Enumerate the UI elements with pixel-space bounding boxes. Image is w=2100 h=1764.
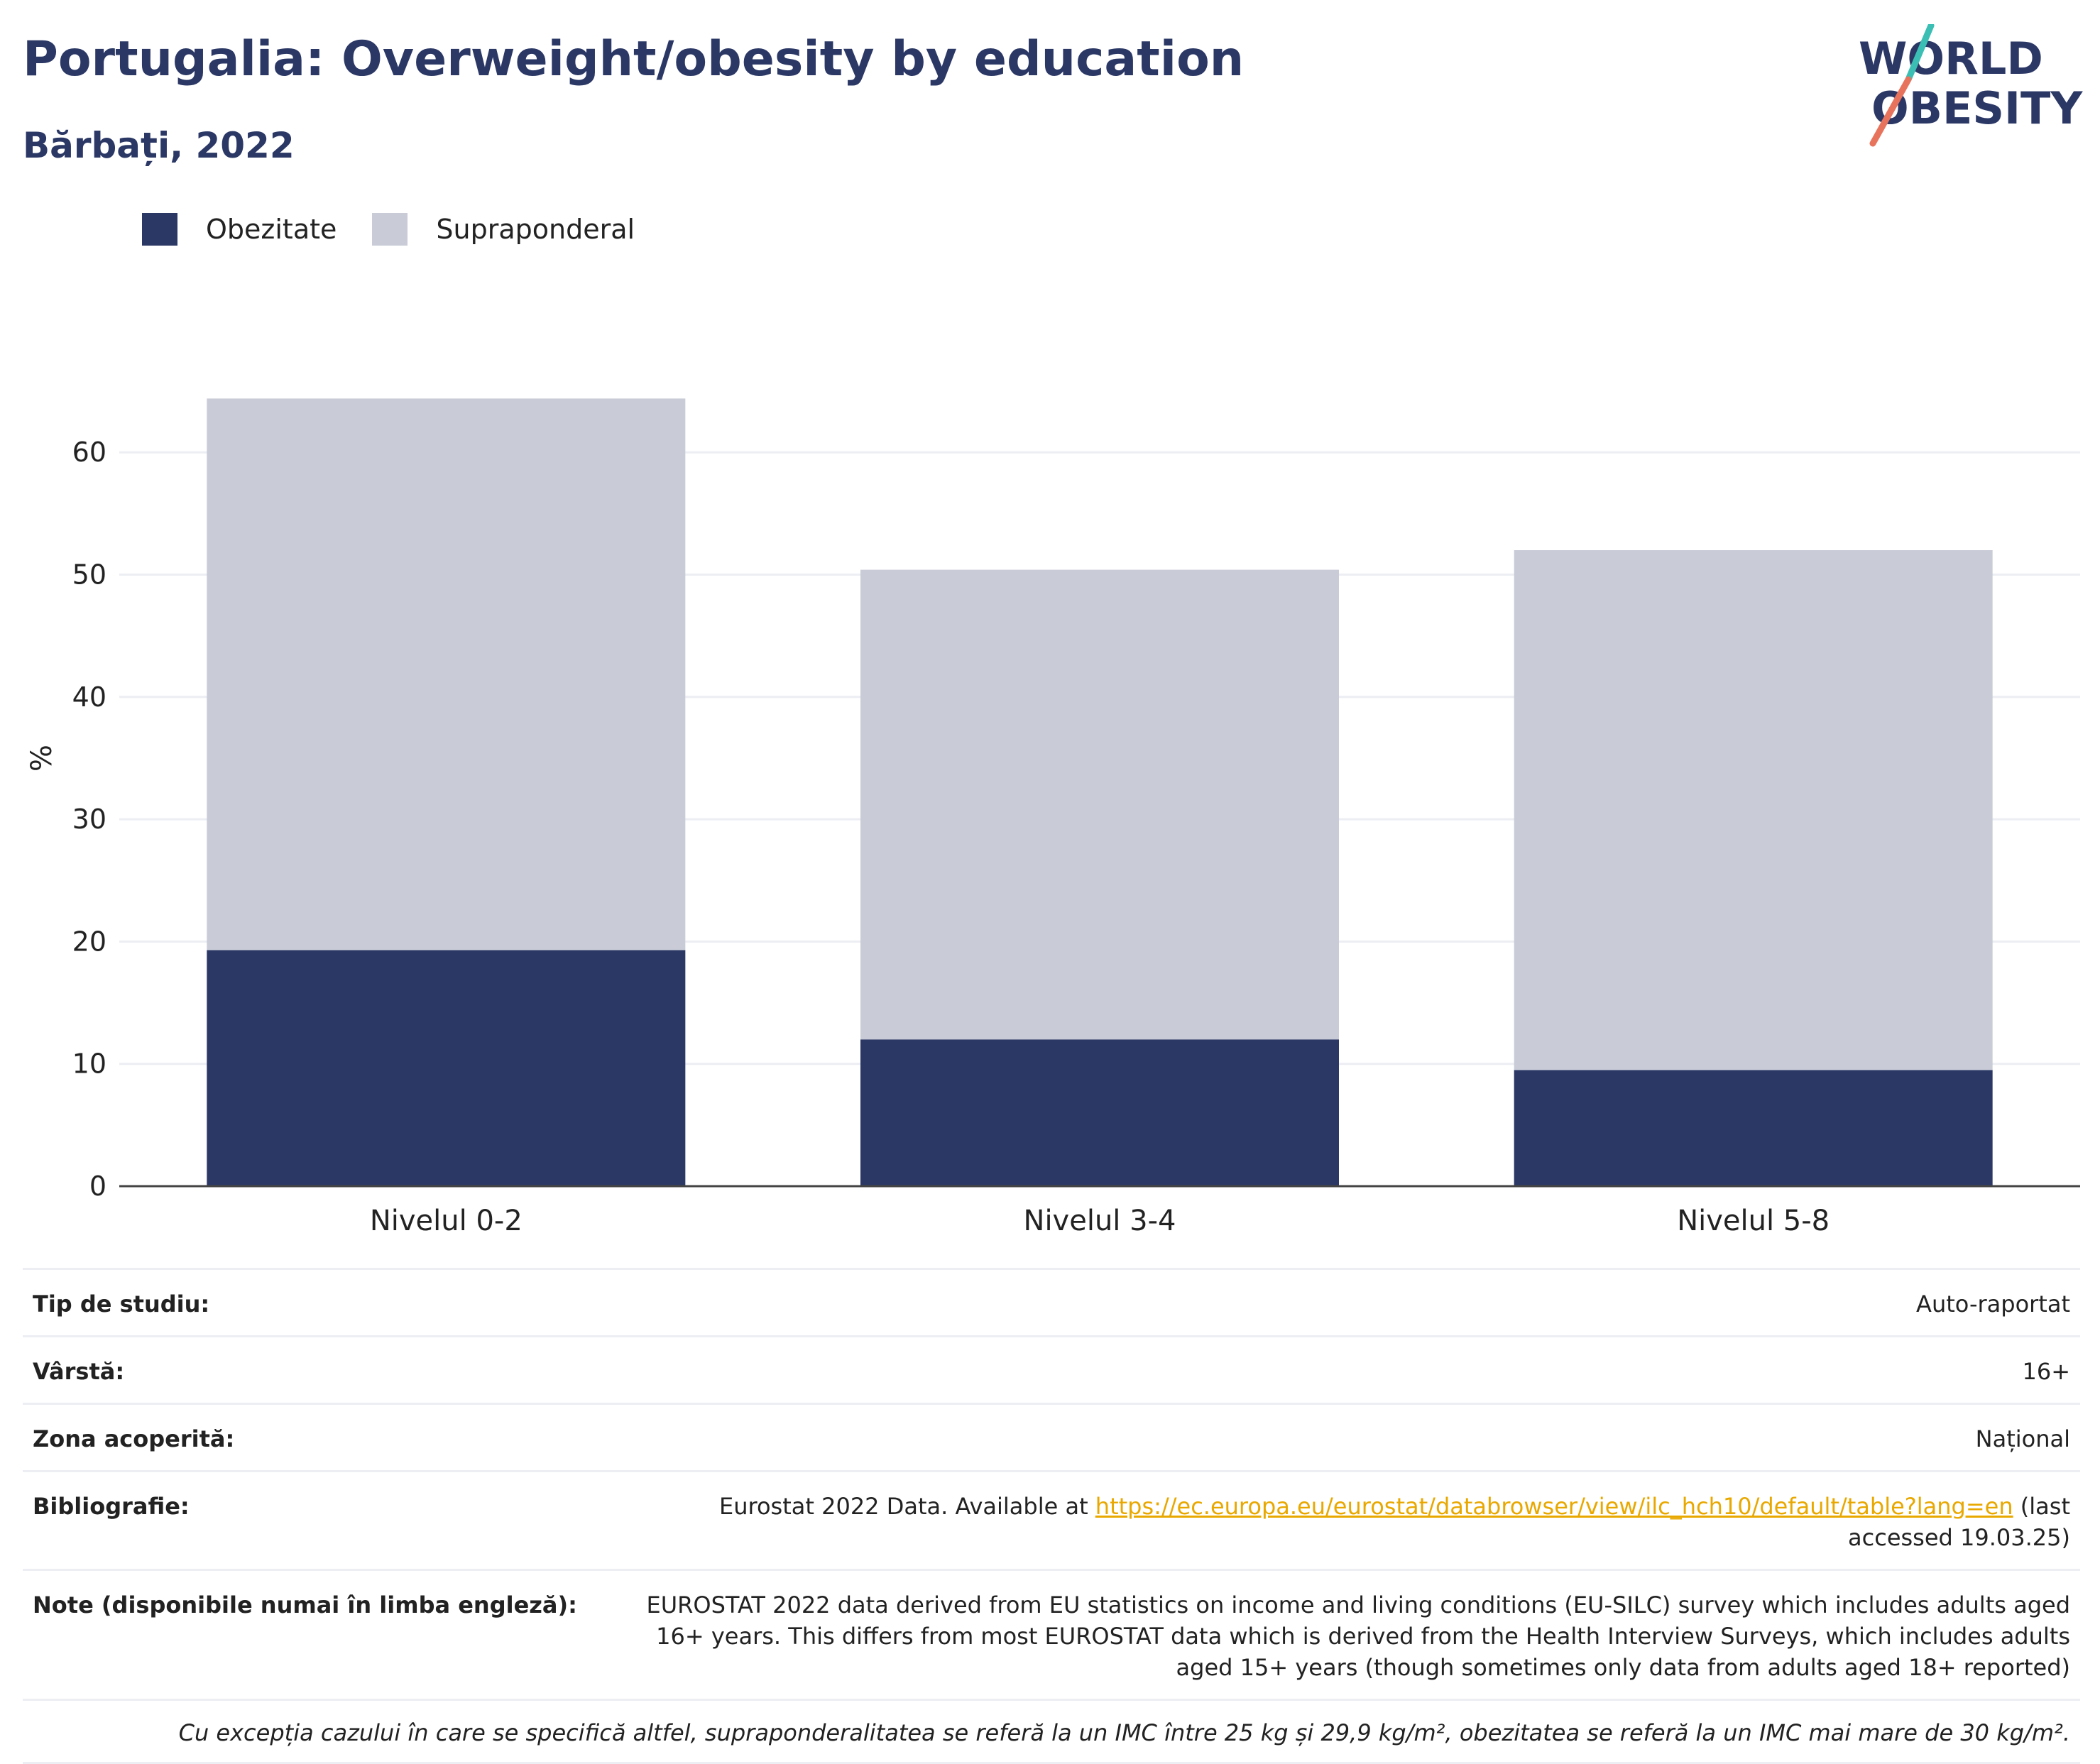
bar-supraponderal [860,569,1339,1040]
bibliography-suffix: (last accessed 19.03.25) [1848,1493,2070,1551]
logo-coral-stroke [1869,76,1912,147]
meta-label-bibliography: Bibliografie: [33,1493,190,1520]
metadata-table: Tip de studiu: Auto-raportat Vârstă: 16+… [23,1268,2080,1764]
meta-label-study-type: Tip de studiu: [33,1291,210,1317]
legend-item-supraponderal[interactable]: Supraponderal [372,213,635,246]
bibliography-link[interactable]: https://ec.europa.eu/eurostat/databrowse… [1095,1493,2013,1520]
bar-obezitate [1514,1070,1993,1186]
legend-item-obezitate[interactable]: Obezitate [142,213,337,246]
meta-value-age: 16+ [2022,1358,2070,1385]
world-obesity-logo: WORLD OBESITY [1859,24,2083,147]
meta-row-study-type: Tip de studiu: Auto-raportat [23,1268,2080,1335]
logo-teal-stroke [1905,24,1935,83]
meta-value-coverage: Național [1975,1425,2070,1452]
x-tick-label: Nivelul 5-8 [1677,1205,1830,1237]
y-tick-label: 20 [72,926,106,957]
legend-label-obezitate: Obezitate [206,214,337,245]
meta-label-notes: Note (disponibile numai în limba engleză… [33,1592,577,1618]
y-tick-label: 0 [89,1171,106,1202]
bar-supraponderal [207,398,686,951]
logo-line1: WORLD [1859,33,2043,84]
x-tick-label: Nivelul 3-4 [1024,1205,1176,1237]
bmi-footnote: Cu excepția cazului în care se specifică… [23,1699,2080,1764]
bar-obezitate [207,950,686,1186]
legend-label-supraponderal: Supraponderal [436,214,635,245]
meta-row-age: Vârstă: 16+ [23,1335,2080,1403]
bibliography-prefix: Eurostat 2022 Data. Available at [719,1493,1095,1520]
chart-legend: Obezitate Supraponderal [142,213,670,246]
meta-value-bibliography: Eurostat 2022 Data. Available at https:/… [650,1491,2070,1553]
meta-row-notes: Note (disponibile numai în limba engleză… [23,1569,2080,1699]
meta-row-coverage: Zona acoperită: Național [23,1403,2080,1470]
logo-line2: OBESITY [1871,82,2083,134]
y-tick-label: 30 [72,804,106,835]
meta-value-notes: EUROSTAT 2022 data derived from EU stati… [646,1592,2070,1681]
meta-label-age: Vârstă: [33,1358,125,1385]
bar-supraponderal [1514,550,1993,1070]
meta-row-bibliography: Bibliografie: Eurostat 2022 Data. Availa… [23,1470,2080,1569]
y-tick-label: 60 [72,437,106,468]
chart-subtitle: Bărbați, 2022 [23,125,295,166]
bar-obezitate [860,1039,1339,1186]
y-tick-label: 10 [72,1048,106,1080]
chart-title: Portugalia: Overweight/obesity by educat… [23,31,1245,87]
legend-swatch-obezitate [142,213,177,246]
y-tick-label: 40 [72,681,106,713]
y-tick-label: 50 [72,559,106,591]
y-axis-label: % [26,745,58,772]
meta-value-study-type: Auto-raportat [1916,1291,2070,1317]
x-tick-label: Nivelul 0-2 [370,1205,523,1237]
legend-swatch-supraponderal [372,213,408,246]
bar-chart: 0 10 20 30 40 50 60% Nivelul 0-2 Nivelul 3-4 Nive… [26,398,2080,1237]
meta-label-coverage: Zona acoperită: [33,1425,235,1452]
